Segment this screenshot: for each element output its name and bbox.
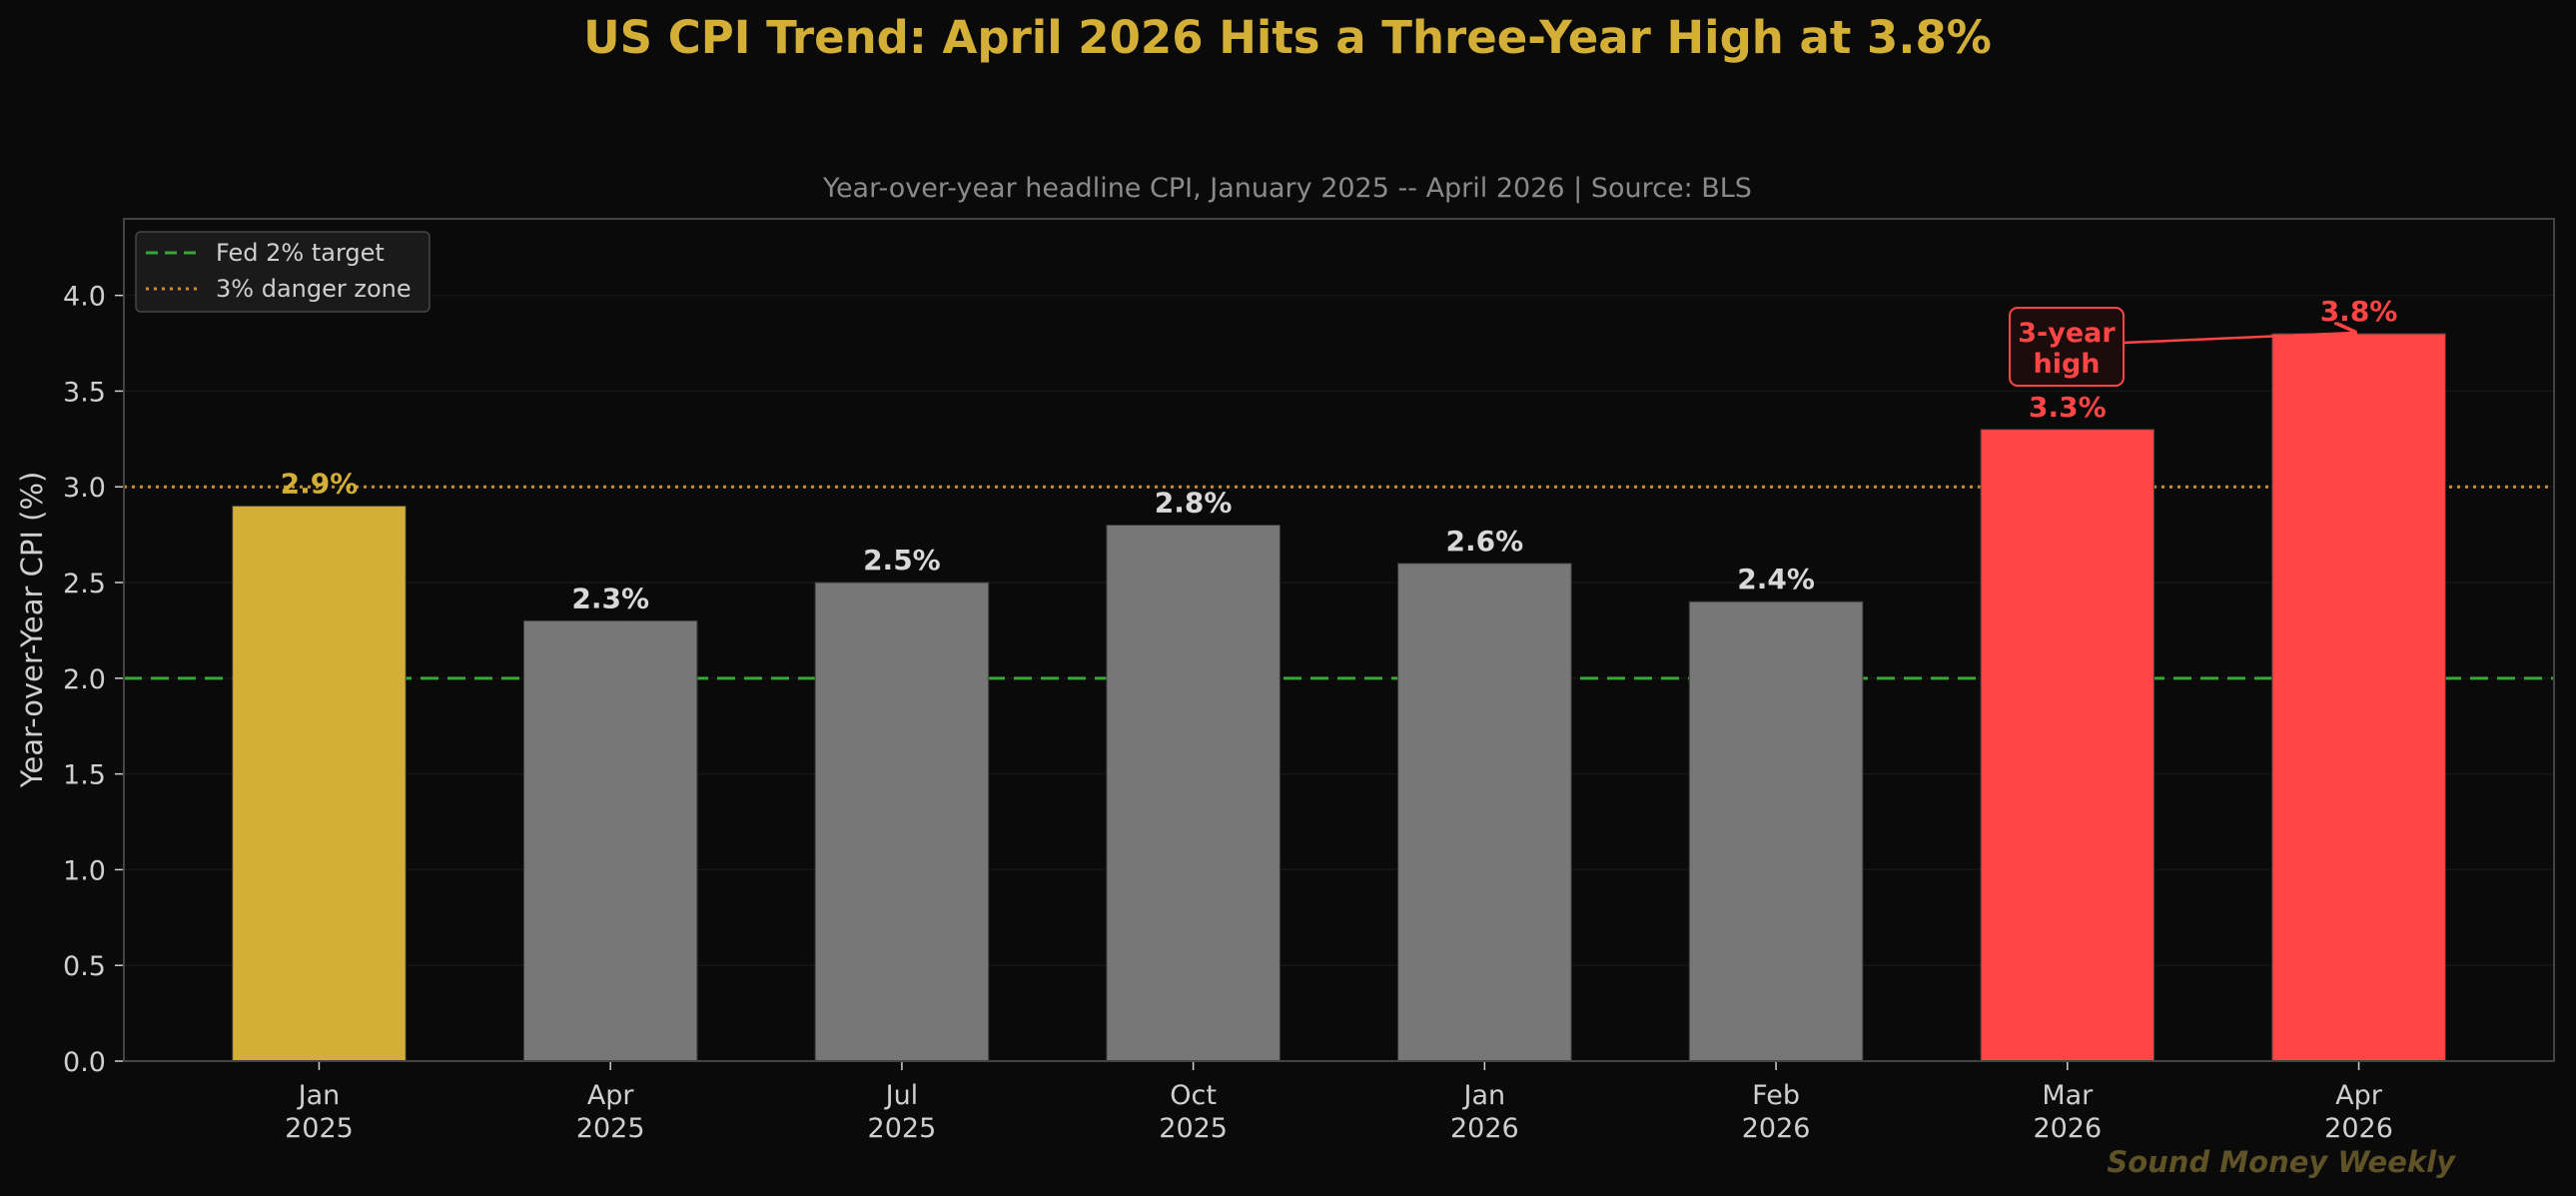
bar bbox=[1106, 525, 1281, 1062]
bar bbox=[2271, 333, 2446, 1062]
bar-value-label: 2.3% bbox=[571, 582, 649, 614]
x-tick-label-year: 2025 bbox=[285, 1113, 354, 1144]
plot-frame bbox=[123, 218, 2555, 1062]
bars bbox=[232, 333, 2446, 1062]
x-tick-label-year: 2026 bbox=[2324, 1113, 2393, 1144]
bar-value-label: 3.3% bbox=[2029, 391, 2107, 424]
bar bbox=[1397, 563, 1572, 1062]
bar bbox=[522, 619, 698, 1062]
x-tick-label-year: 2026 bbox=[1742, 1113, 1811, 1144]
x-tick-label-month: Apr bbox=[587, 1080, 635, 1111]
x-tick-label-month: Oct bbox=[1170, 1080, 1217, 1111]
y-tick-label: 0.5 bbox=[63, 951, 106, 982]
annotation-arrow bbox=[2123, 333, 2355, 343]
bar bbox=[814, 582, 990, 1062]
x-tick-label-year: 2026 bbox=[1450, 1113, 1519, 1144]
y-tick-label: 2.5 bbox=[63, 569, 106, 599]
x-tick-label-month: Apr bbox=[2335, 1080, 2383, 1111]
annotation-box bbox=[2009, 307, 2125, 387]
y-tick-label: 1.5 bbox=[63, 760, 106, 791]
y-tick-label: 3.0 bbox=[63, 473, 106, 504]
x-tick-label-month: Jul bbox=[884, 1080, 919, 1111]
axes: 0.00.51.01.52.02.53.03.54.0Jan2025Apr202… bbox=[63, 218, 2555, 1144]
chart-title: US CPI Trend: April 2026 Hits a Three-Ye… bbox=[583, 11, 1992, 64]
bar-value-label: 2.8% bbox=[1155, 487, 1233, 520]
bar-value-label: 2.6% bbox=[1446, 525, 1524, 558]
x-tick-label-year: 2025 bbox=[868, 1113, 937, 1144]
x-tick-label-month: Jan bbox=[1462, 1080, 1506, 1111]
watermark: Sound Money Weekly bbox=[2107, 1145, 2456, 1179]
x-tick-label-month: Feb bbox=[1752, 1080, 1800, 1111]
bar-value-labels: 2.9% 2.3% 2.5% 2.8% 2.6% 2.4% 3.3% 3.8% bbox=[281, 295, 2398, 614]
annotation-text-line: 3-year bbox=[2018, 318, 2116, 349]
x-tick-label-month: Jan bbox=[297, 1080, 341, 1111]
legend-entry-label: Fed 2% target bbox=[216, 239, 385, 267]
bar bbox=[1980, 429, 2155, 1062]
x-tick-label-year: 2025 bbox=[576, 1113, 645, 1144]
bar-value-label: 2.9% bbox=[281, 467, 359, 500]
y-tick-label: 0.0 bbox=[63, 1047, 106, 1078]
bar-value-label: 3.8% bbox=[2320, 295, 2398, 328]
bar bbox=[1688, 600, 1864, 1062]
chart-subtitle: Year-over-year headline CPI, January 202… bbox=[822, 173, 1752, 204]
y-tick-label: 3.5 bbox=[63, 377, 106, 408]
legend: Fed 2% target 3% danger zone bbox=[135, 231, 430, 313]
legend-box bbox=[135, 231, 430, 313]
y-tick-label: 1.0 bbox=[63, 855, 106, 886]
x-tick-label-year: 2025 bbox=[1159, 1113, 1228, 1144]
y-axis-label: Year-over-Year CPI (%) bbox=[15, 472, 49, 789]
y-tick-label: 4.0 bbox=[63, 282, 106, 313]
y-tick-label: 2.0 bbox=[63, 664, 106, 695]
bar bbox=[232, 505, 407, 1062]
annotation-text-line: high bbox=[2033, 349, 2100, 380]
bar-value-label: 2.5% bbox=[863, 544, 941, 577]
bar-value-label: 2.4% bbox=[1737, 563, 1815, 596]
x-tick-label-month: Mar bbox=[2042, 1080, 2094, 1111]
x-tick-label-year: 2026 bbox=[2033, 1113, 2102, 1144]
legend-entry-label: 3% danger zone bbox=[216, 275, 412, 303]
